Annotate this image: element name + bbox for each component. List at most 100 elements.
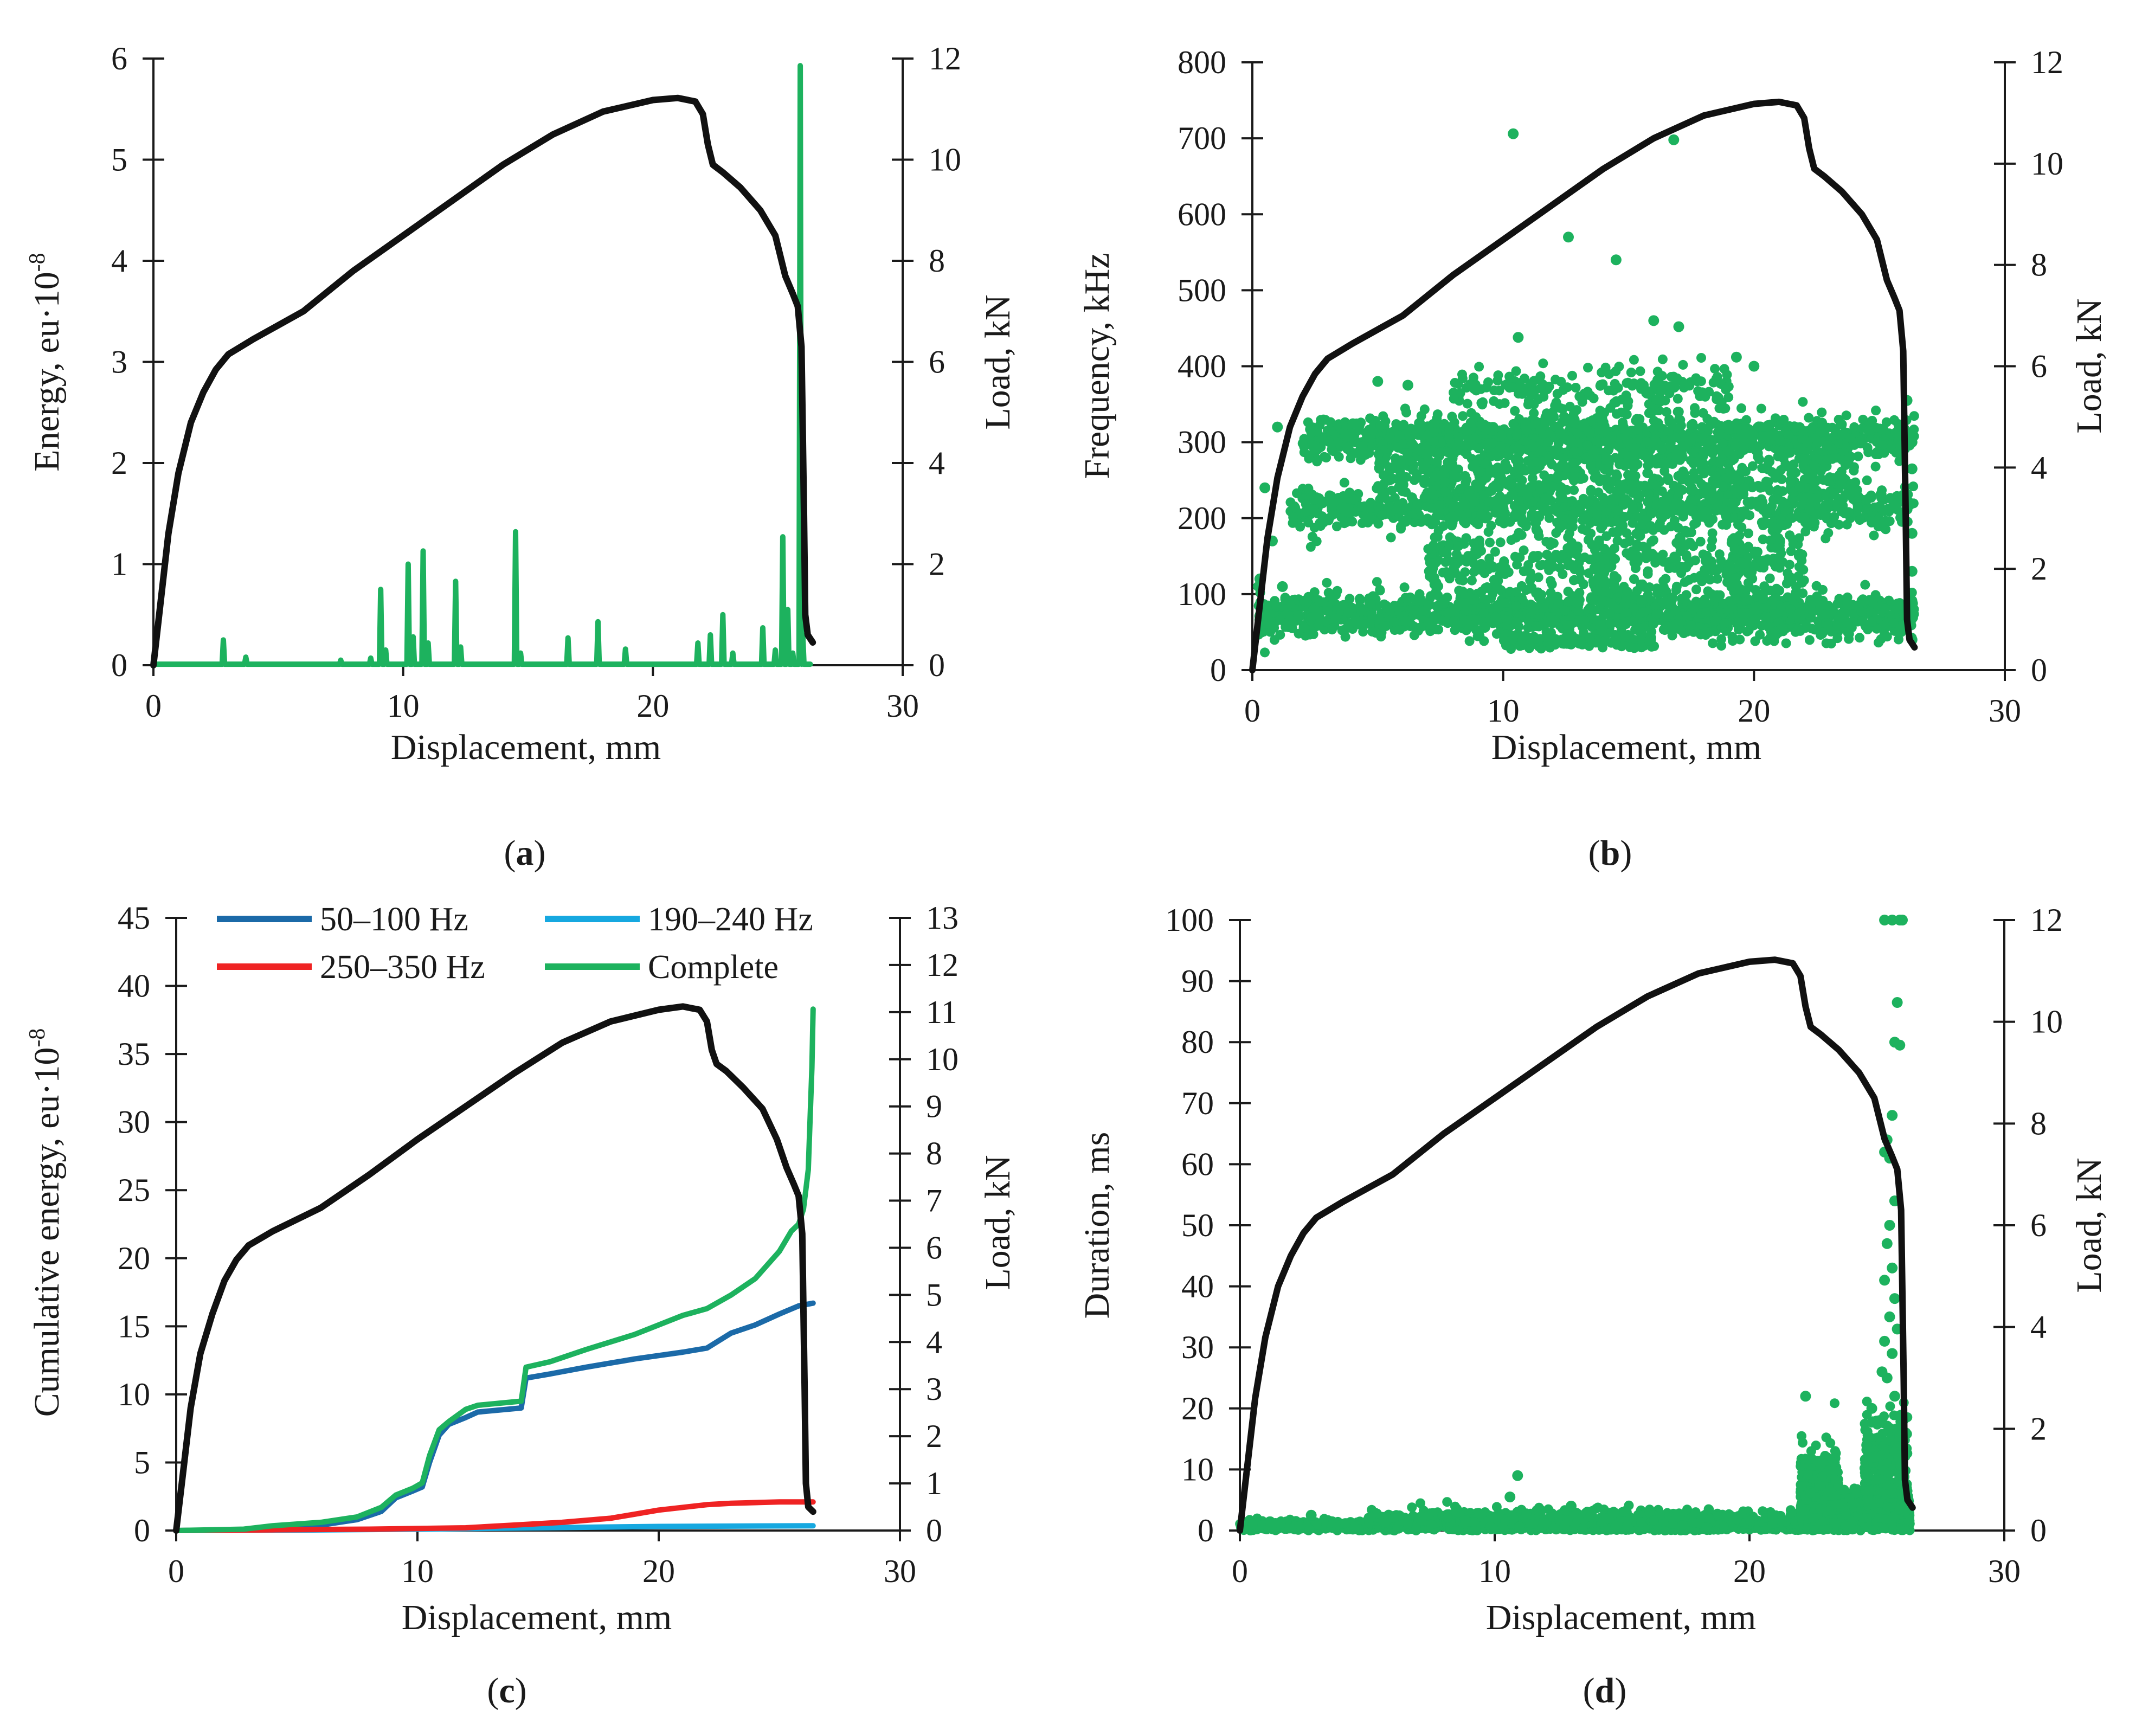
scatter-point bbox=[1432, 409, 1443, 420]
scatter-point bbox=[1549, 421, 1559, 432]
scatter-point bbox=[1631, 460, 1641, 470]
scatter-point bbox=[1822, 454, 1832, 465]
scatter-point bbox=[1817, 407, 1827, 417]
scatter-point bbox=[1669, 381, 1680, 390]
x-axis-title: Displacement, mm bbox=[1491, 728, 1762, 767]
scatter-point bbox=[1635, 366, 1645, 376]
scatter-point bbox=[1543, 436, 1554, 447]
y-tick-label: 3 bbox=[111, 344, 127, 380]
scatter-point bbox=[1540, 483, 1550, 493]
scatter-point bbox=[1343, 442, 1353, 453]
y2-tick-label: 0 bbox=[926, 1513, 942, 1548]
scatter-point bbox=[1597, 368, 1607, 377]
scatter-point bbox=[1708, 638, 1718, 648]
scatter-point bbox=[1568, 418, 1579, 428]
scatter-point bbox=[1476, 510, 1487, 520]
scatter-point bbox=[1829, 512, 1839, 522]
scatter-point bbox=[1722, 370, 1732, 380]
scatter-point bbox=[1690, 408, 1700, 418]
scatter-point bbox=[1661, 459, 1671, 470]
scatter-point bbox=[1762, 636, 1772, 646]
plot-area bbox=[1249, 98, 1919, 673]
y-tick-label: 15 bbox=[118, 1308, 150, 1344]
scatter-point bbox=[1741, 415, 1752, 425]
scatter-point bbox=[1292, 610, 1303, 621]
scatter-point bbox=[1795, 626, 1805, 636]
scatter-point bbox=[1819, 600, 1829, 610]
scatter-point bbox=[1626, 368, 1636, 377]
scatter-point bbox=[1563, 532, 1573, 542]
scatter-point bbox=[1476, 560, 1487, 570]
scatter-point bbox=[1539, 470, 1549, 480]
scatter-point bbox=[1794, 482, 1805, 492]
scatter-point bbox=[1871, 406, 1881, 416]
scatter-point bbox=[1729, 544, 1740, 554]
scatter-point bbox=[1489, 396, 1499, 406]
scatter-point bbox=[1488, 561, 1498, 571]
scatter-point bbox=[1598, 379, 1608, 389]
scatter-point bbox=[1373, 449, 1384, 459]
scatter-point bbox=[1710, 616, 1720, 626]
scatter-point bbox=[1737, 608, 1747, 618]
scatter-point bbox=[1400, 616, 1411, 626]
y-tick-label: 20 bbox=[118, 1240, 150, 1276]
scatter-point bbox=[1666, 599, 1676, 609]
scatter-point bbox=[1312, 456, 1322, 467]
x-tick-label: 20 bbox=[636, 688, 669, 724]
scatter-point bbox=[1599, 464, 1610, 474]
scatter-point bbox=[1766, 504, 1776, 514]
scatter-point bbox=[1638, 450, 1649, 460]
scatter-point bbox=[1819, 423, 1830, 434]
scatter-point bbox=[1874, 501, 1884, 512]
scatter-point bbox=[1612, 631, 1622, 641]
scatter-point bbox=[1490, 612, 1501, 622]
scatter-point bbox=[1764, 420, 1774, 430]
scatter-point bbox=[1584, 428, 1594, 438]
scatter-point bbox=[1555, 563, 1565, 573]
scatter-point bbox=[1571, 383, 1581, 393]
scatter-point bbox=[1473, 479, 1483, 488]
scatter-point bbox=[1836, 498, 1846, 508]
scatter-point bbox=[1433, 581, 1444, 591]
scatter-point bbox=[1444, 424, 1454, 434]
scatter-point bbox=[1675, 470, 1685, 480]
scatter-point bbox=[1513, 443, 1523, 453]
scatter-point bbox=[1584, 603, 1594, 614]
scatter-point bbox=[1638, 607, 1648, 618]
scatter-point bbox=[1633, 530, 1644, 540]
scatter-point bbox=[1499, 477, 1509, 487]
scatter-point bbox=[1482, 582, 1493, 592]
scatter-point bbox=[1800, 454, 1811, 465]
scatter-point bbox=[1631, 563, 1641, 573]
scatter-point bbox=[1832, 621, 1842, 631]
scatter-point bbox=[1322, 606, 1333, 616]
scatter-point bbox=[1444, 539, 1454, 550]
scatter-point bbox=[1471, 518, 1481, 528]
scatter-point bbox=[1715, 458, 1725, 468]
scatter-point bbox=[1485, 537, 1495, 548]
scatter-point bbox=[1508, 128, 1519, 139]
scatter-point bbox=[1681, 540, 1691, 550]
scatter-point bbox=[1428, 419, 1438, 429]
y2-tick-label: 6 bbox=[2031, 349, 2047, 384]
scatter-point bbox=[1260, 647, 1270, 658]
scatter-point bbox=[1569, 458, 1580, 468]
y2-tick-label: 1 bbox=[926, 1465, 942, 1501]
scatter-point bbox=[1878, 440, 1888, 451]
scatter-point bbox=[1297, 438, 1308, 448]
scatter-point bbox=[1567, 496, 1577, 506]
scatter-point bbox=[1349, 494, 1359, 505]
y-tick-label: 5 bbox=[134, 1444, 150, 1480]
scatter-point bbox=[1890, 500, 1900, 510]
scatter-point bbox=[1538, 456, 1548, 467]
scatter-point bbox=[1511, 617, 1522, 627]
scatter-point bbox=[1630, 443, 1639, 453]
scatter-point bbox=[1601, 453, 1612, 462]
scatter-point bbox=[1515, 552, 1525, 562]
scatter-point bbox=[1623, 616, 1633, 627]
scatter-point bbox=[1456, 554, 1466, 564]
scatter-point bbox=[1727, 501, 1738, 511]
y-tick-label: 400 bbox=[1178, 349, 1226, 384]
scatter-point bbox=[1740, 483, 1750, 493]
scatter-point bbox=[1776, 465, 1786, 475]
